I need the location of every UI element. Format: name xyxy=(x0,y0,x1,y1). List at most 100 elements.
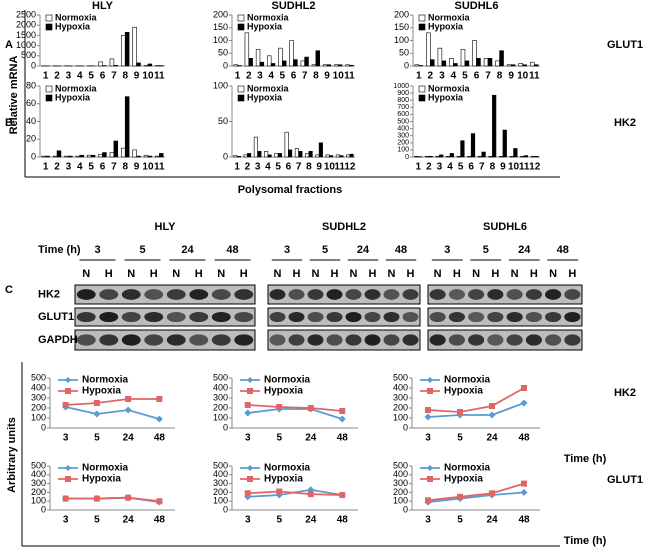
y-tick-label: 200 xyxy=(397,140,409,147)
panel-label: B xyxy=(5,117,13,129)
y-tick-label: 300 xyxy=(213,392,228,402)
bar xyxy=(293,59,298,67)
y-tick-label: 100 xyxy=(31,412,46,422)
bar xyxy=(300,60,305,67)
x-tick-label: 24 xyxy=(486,515,498,526)
x-tick-label: 4 xyxy=(268,71,274,82)
x-tick-label: 48 xyxy=(337,433,349,444)
bar xyxy=(75,155,81,158)
blot-band xyxy=(448,311,465,323)
y-tick-label: 100 xyxy=(393,496,408,506)
line xyxy=(65,398,160,406)
blot-band xyxy=(326,311,343,323)
x-tick-label: 2 xyxy=(245,162,251,173)
marker xyxy=(307,405,314,411)
bar xyxy=(502,129,507,158)
y-tick-label: 0 xyxy=(403,422,408,432)
x-tick-label: 10 xyxy=(142,71,154,82)
bar xyxy=(311,64,317,67)
y-tick-label: 0 xyxy=(31,60,36,70)
line xyxy=(247,490,343,496)
condition: N xyxy=(82,268,90,280)
time-point: 24 xyxy=(357,244,370,256)
bar xyxy=(456,155,461,158)
bar xyxy=(518,63,523,67)
y-tick-label: 60 xyxy=(26,98,36,108)
marker xyxy=(93,400,100,406)
bar xyxy=(132,26,137,67)
x-tick-label: 11 xyxy=(334,162,345,173)
marker xyxy=(276,488,283,495)
legend-label: Hypoxia xyxy=(55,21,91,31)
x-tick-label: 11 xyxy=(154,71,165,82)
blot-band xyxy=(448,289,465,300)
condition: N xyxy=(350,268,358,280)
blot-band xyxy=(448,334,465,346)
panel-label: A xyxy=(5,39,13,51)
bar xyxy=(233,155,238,158)
bar xyxy=(102,152,107,158)
cell-line-title: SUDHL2 xyxy=(322,221,366,233)
bar xyxy=(510,64,516,67)
blot-band xyxy=(166,289,186,300)
x-tick-label: 48 xyxy=(154,515,166,526)
legend-swatch xyxy=(237,14,245,22)
marker xyxy=(244,409,252,417)
blot-band xyxy=(545,334,562,346)
bar xyxy=(270,63,276,67)
bar xyxy=(98,61,103,67)
y-tick-label: 0 xyxy=(41,422,46,432)
blot-strip xyxy=(267,329,421,351)
x-tick-label: 5 xyxy=(275,162,281,173)
bar xyxy=(488,155,493,158)
legend-swatch xyxy=(45,85,53,93)
time-point: 5 xyxy=(483,244,489,256)
blot-band xyxy=(402,289,419,300)
blot-band xyxy=(307,289,324,300)
x-tick-label: 3 xyxy=(245,515,251,526)
y-tick-label: 300 xyxy=(393,478,408,488)
bar xyxy=(136,62,141,67)
bar xyxy=(499,155,504,158)
x-tick-label: 3 xyxy=(257,71,263,82)
legend-swatch xyxy=(237,94,245,102)
blot-band xyxy=(211,289,231,300)
x-axis-label: Time (h) xyxy=(564,535,607,547)
legend-label: Normoxia xyxy=(444,463,491,474)
bar xyxy=(259,61,265,67)
legend-swatch xyxy=(418,94,426,102)
legend-marker xyxy=(427,388,433,394)
bar xyxy=(414,64,420,67)
blot-band xyxy=(506,334,523,346)
blot-band xyxy=(211,311,231,323)
bar xyxy=(477,155,483,158)
bar xyxy=(304,56,309,67)
legend-swatch xyxy=(418,14,426,22)
y-tick-label: 600 xyxy=(397,111,409,118)
blot-band xyxy=(487,334,504,346)
blot-strip xyxy=(427,329,583,351)
y-tick-label: 0 xyxy=(41,504,46,514)
blot-band xyxy=(144,289,164,300)
blot-band xyxy=(269,311,286,323)
bar xyxy=(113,140,119,158)
blot-band xyxy=(144,334,164,346)
marker xyxy=(276,404,283,410)
bar xyxy=(441,60,447,67)
condition: N xyxy=(388,268,396,280)
time-point: 3 xyxy=(444,244,450,256)
y-tick-label: 100 xyxy=(31,496,46,506)
y-tick-label: 700 xyxy=(397,104,409,111)
bar xyxy=(264,151,269,158)
legend-label: Normoxia xyxy=(247,83,290,93)
blot-band xyxy=(307,311,324,323)
x-tick-label: 48 xyxy=(337,515,349,526)
time-point: 5 xyxy=(322,244,328,256)
time-point: 48 xyxy=(557,244,569,256)
bar xyxy=(481,151,486,158)
bar xyxy=(437,47,443,67)
bar xyxy=(449,153,454,158)
blot-band xyxy=(121,334,141,346)
bar xyxy=(533,64,539,67)
condition: N xyxy=(511,268,519,280)
